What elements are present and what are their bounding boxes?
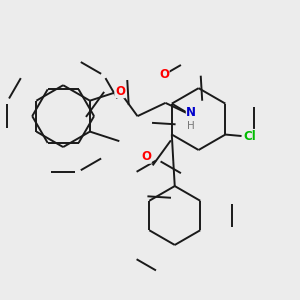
Text: O: O — [159, 68, 169, 81]
Text: N: N — [186, 106, 197, 119]
Text: H: H — [188, 122, 195, 131]
Text: O: O — [141, 150, 151, 163]
Text: Cl: Cl — [243, 130, 256, 142]
Text: O: O — [115, 85, 125, 98]
